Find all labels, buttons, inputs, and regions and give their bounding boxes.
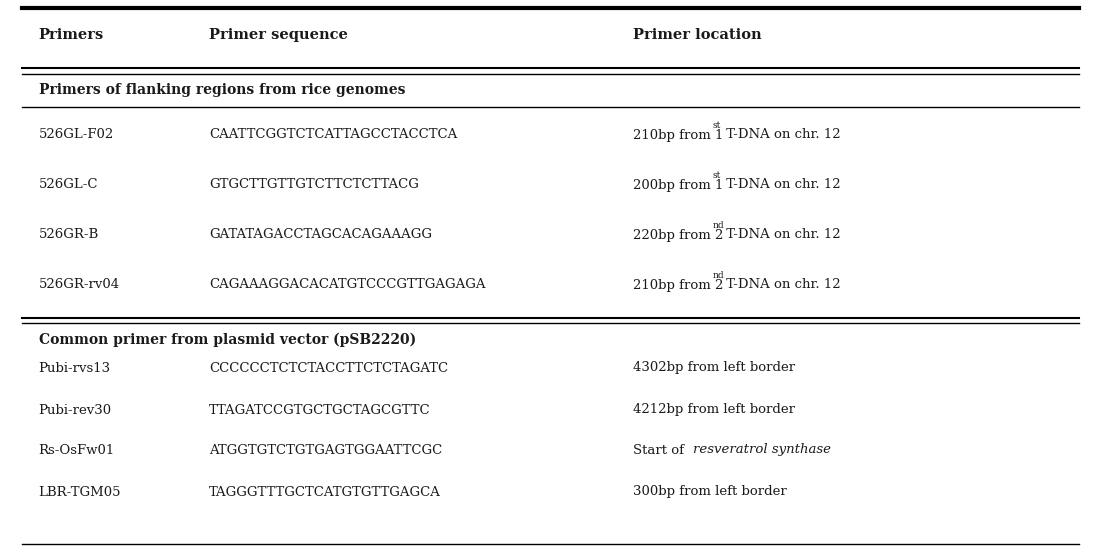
Text: 526GR-rv04: 526GR-rv04 bbox=[39, 279, 120, 291]
Text: Pubi-rvs13: Pubi-rvs13 bbox=[39, 362, 111, 374]
Text: 526GL-F02: 526GL-F02 bbox=[39, 129, 113, 141]
Text: CAGAAAGGACACATGTCCCGTTGAGAGA: CAGAAAGGACACATGTCCCGTTGAGAGA bbox=[209, 279, 486, 291]
Text: T-DNA on chr. 12: T-DNA on chr. 12 bbox=[721, 178, 840, 192]
Text: GATATAGACCTAGCACAGAAAGG: GATATAGACCTAGCACAGAAAGG bbox=[209, 229, 433, 242]
Text: 526GR-B: 526GR-B bbox=[39, 229, 99, 242]
Text: 4302bp from left border: 4302bp from left border bbox=[633, 362, 795, 374]
Text: 200bp from 1: 200bp from 1 bbox=[633, 178, 723, 192]
Text: Primer location: Primer location bbox=[633, 28, 762, 42]
Text: T-DNA on chr. 12: T-DNA on chr. 12 bbox=[721, 279, 840, 291]
Text: resveratrol synthase: resveratrol synthase bbox=[693, 443, 830, 457]
Text: 4212bp from left border: 4212bp from left border bbox=[633, 404, 795, 417]
Text: st: st bbox=[712, 171, 721, 179]
Text: ATGGTGTCTGTGAGTGGAATTCGC: ATGGTGTCTGTGAGTGGAATTCGC bbox=[209, 443, 443, 457]
Text: CAATTCGGTCTCATTAGCCTACCTCA: CAATTCGGTCTCATTAGCCTACCTCA bbox=[209, 129, 457, 141]
Text: Start of: Start of bbox=[633, 443, 688, 457]
Text: nd: nd bbox=[712, 270, 724, 279]
Text: TAGGGTTTGCTCATGTGTTGAGCA: TAGGGTTTGCTCATGTGTTGAGCA bbox=[209, 486, 442, 498]
Text: Rs-OsFw01: Rs-OsFw01 bbox=[39, 443, 115, 457]
Text: T-DNA on chr. 12: T-DNA on chr. 12 bbox=[721, 129, 840, 141]
Text: Pubi-rev30: Pubi-rev30 bbox=[39, 404, 111, 417]
Text: TTAGATCCGTGCTGCTAGCGTTC: TTAGATCCGTGCTGCTAGCGTTC bbox=[209, 404, 430, 417]
Text: T-DNA on chr. 12: T-DNA on chr. 12 bbox=[721, 229, 840, 242]
Text: st: st bbox=[712, 120, 721, 130]
Text: 300bp from left border: 300bp from left border bbox=[633, 486, 787, 498]
Text: 526GL-C: 526GL-C bbox=[39, 178, 98, 192]
Text: Primer sequence: Primer sequence bbox=[209, 28, 348, 42]
Text: 210bp from 1: 210bp from 1 bbox=[633, 129, 723, 141]
Text: nd: nd bbox=[712, 221, 724, 230]
Text: LBR-TGM05: LBR-TGM05 bbox=[39, 486, 121, 498]
Text: GTGCTTGTTGTCTTCTCTTACG: GTGCTTGTTGTCTTCTCTTACG bbox=[209, 178, 419, 192]
Text: Primers of flanking regions from rice genomes: Primers of flanking regions from rice ge… bbox=[39, 83, 405, 97]
Text: CCCCCCTCTCTACCTTCTCTAGATC: CCCCCCTCTCTACCTTCTCTAGATC bbox=[209, 362, 448, 374]
Text: 220bp from 2: 220bp from 2 bbox=[633, 229, 723, 242]
Text: Common primer from plasmid vector (pSB2220): Common primer from plasmid vector (pSB22… bbox=[39, 333, 416, 347]
Text: 210bp from 2: 210bp from 2 bbox=[633, 279, 723, 291]
Text: Primers: Primers bbox=[39, 28, 103, 42]
